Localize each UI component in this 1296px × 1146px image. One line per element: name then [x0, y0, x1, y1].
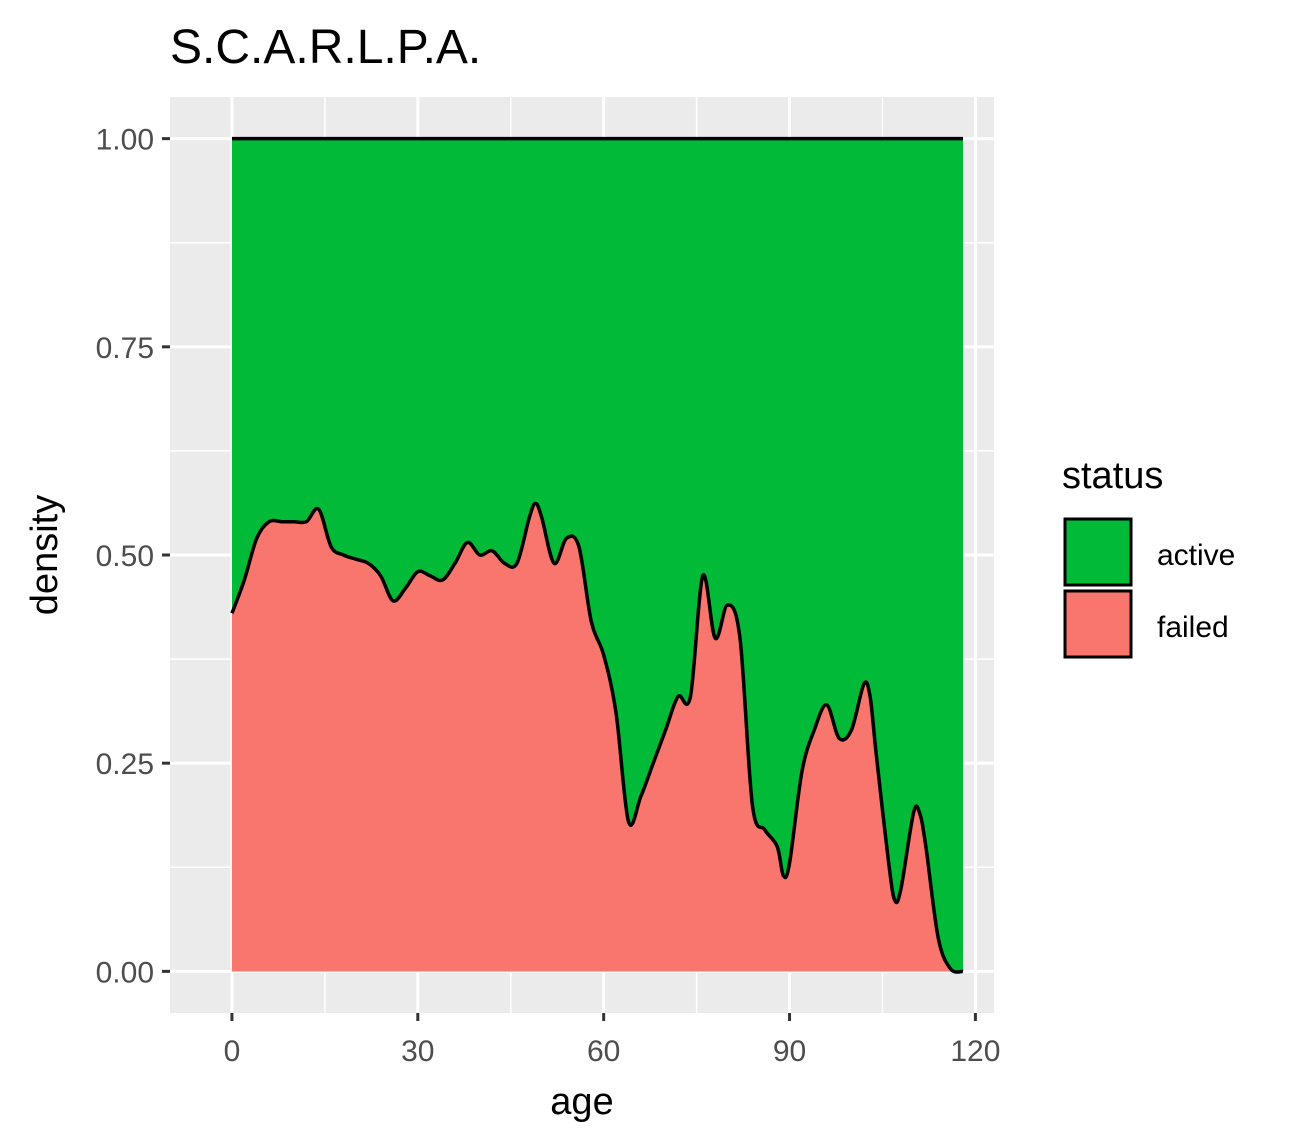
y-axis: 0.00 0.25 0.50 0.75 1.00 [96, 124, 170, 989]
x-tick-label: 120 [950, 1035, 1000, 1068]
legend-label-failed: failed [1157, 611, 1229, 644]
legend-title: status [1062, 455, 1163, 497]
legend-swatch-active [1063, 517, 1133, 587]
x-axis: 0 30 60 90 120 [224, 1013, 1000, 1068]
y-tick-label: 0.75 [96, 332, 154, 365]
legend-swatch-failed [1063, 589, 1133, 659]
y-tick-label: 0.00 [96, 956, 154, 989]
area-failed [231, 503, 964, 973]
x-axis-title: age [550, 1081, 613, 1123]
legend-label-active: active [1157, 539, 1235, 572]
chart-title: S.C.A.R.L.P.A. [170, 21, 481, 74]
x-tick-label: 90 [773, 1035, 806, 1068]
y-tick-label: 1.00 [96, 124, 154, 157]
area-layer [230, 136, 964, 974]
y-axis-title: density [24, 495, 66, 615]
y-tick-label: 0.50 [96, 540, 154, 573]
legend: status active failed [1062, 455, 1235, 659]
y-tick-label: 0.25 [96, 748, 154, 781]
x-tick-label: 60 [587, 1035, 620, 1068]
x-tick-label: 30 [401, 1035, 434, 1068]
x-tick-label: 0 [224, 1035, 241, 1068]
failed-outline [230, 501, 964, 974]
